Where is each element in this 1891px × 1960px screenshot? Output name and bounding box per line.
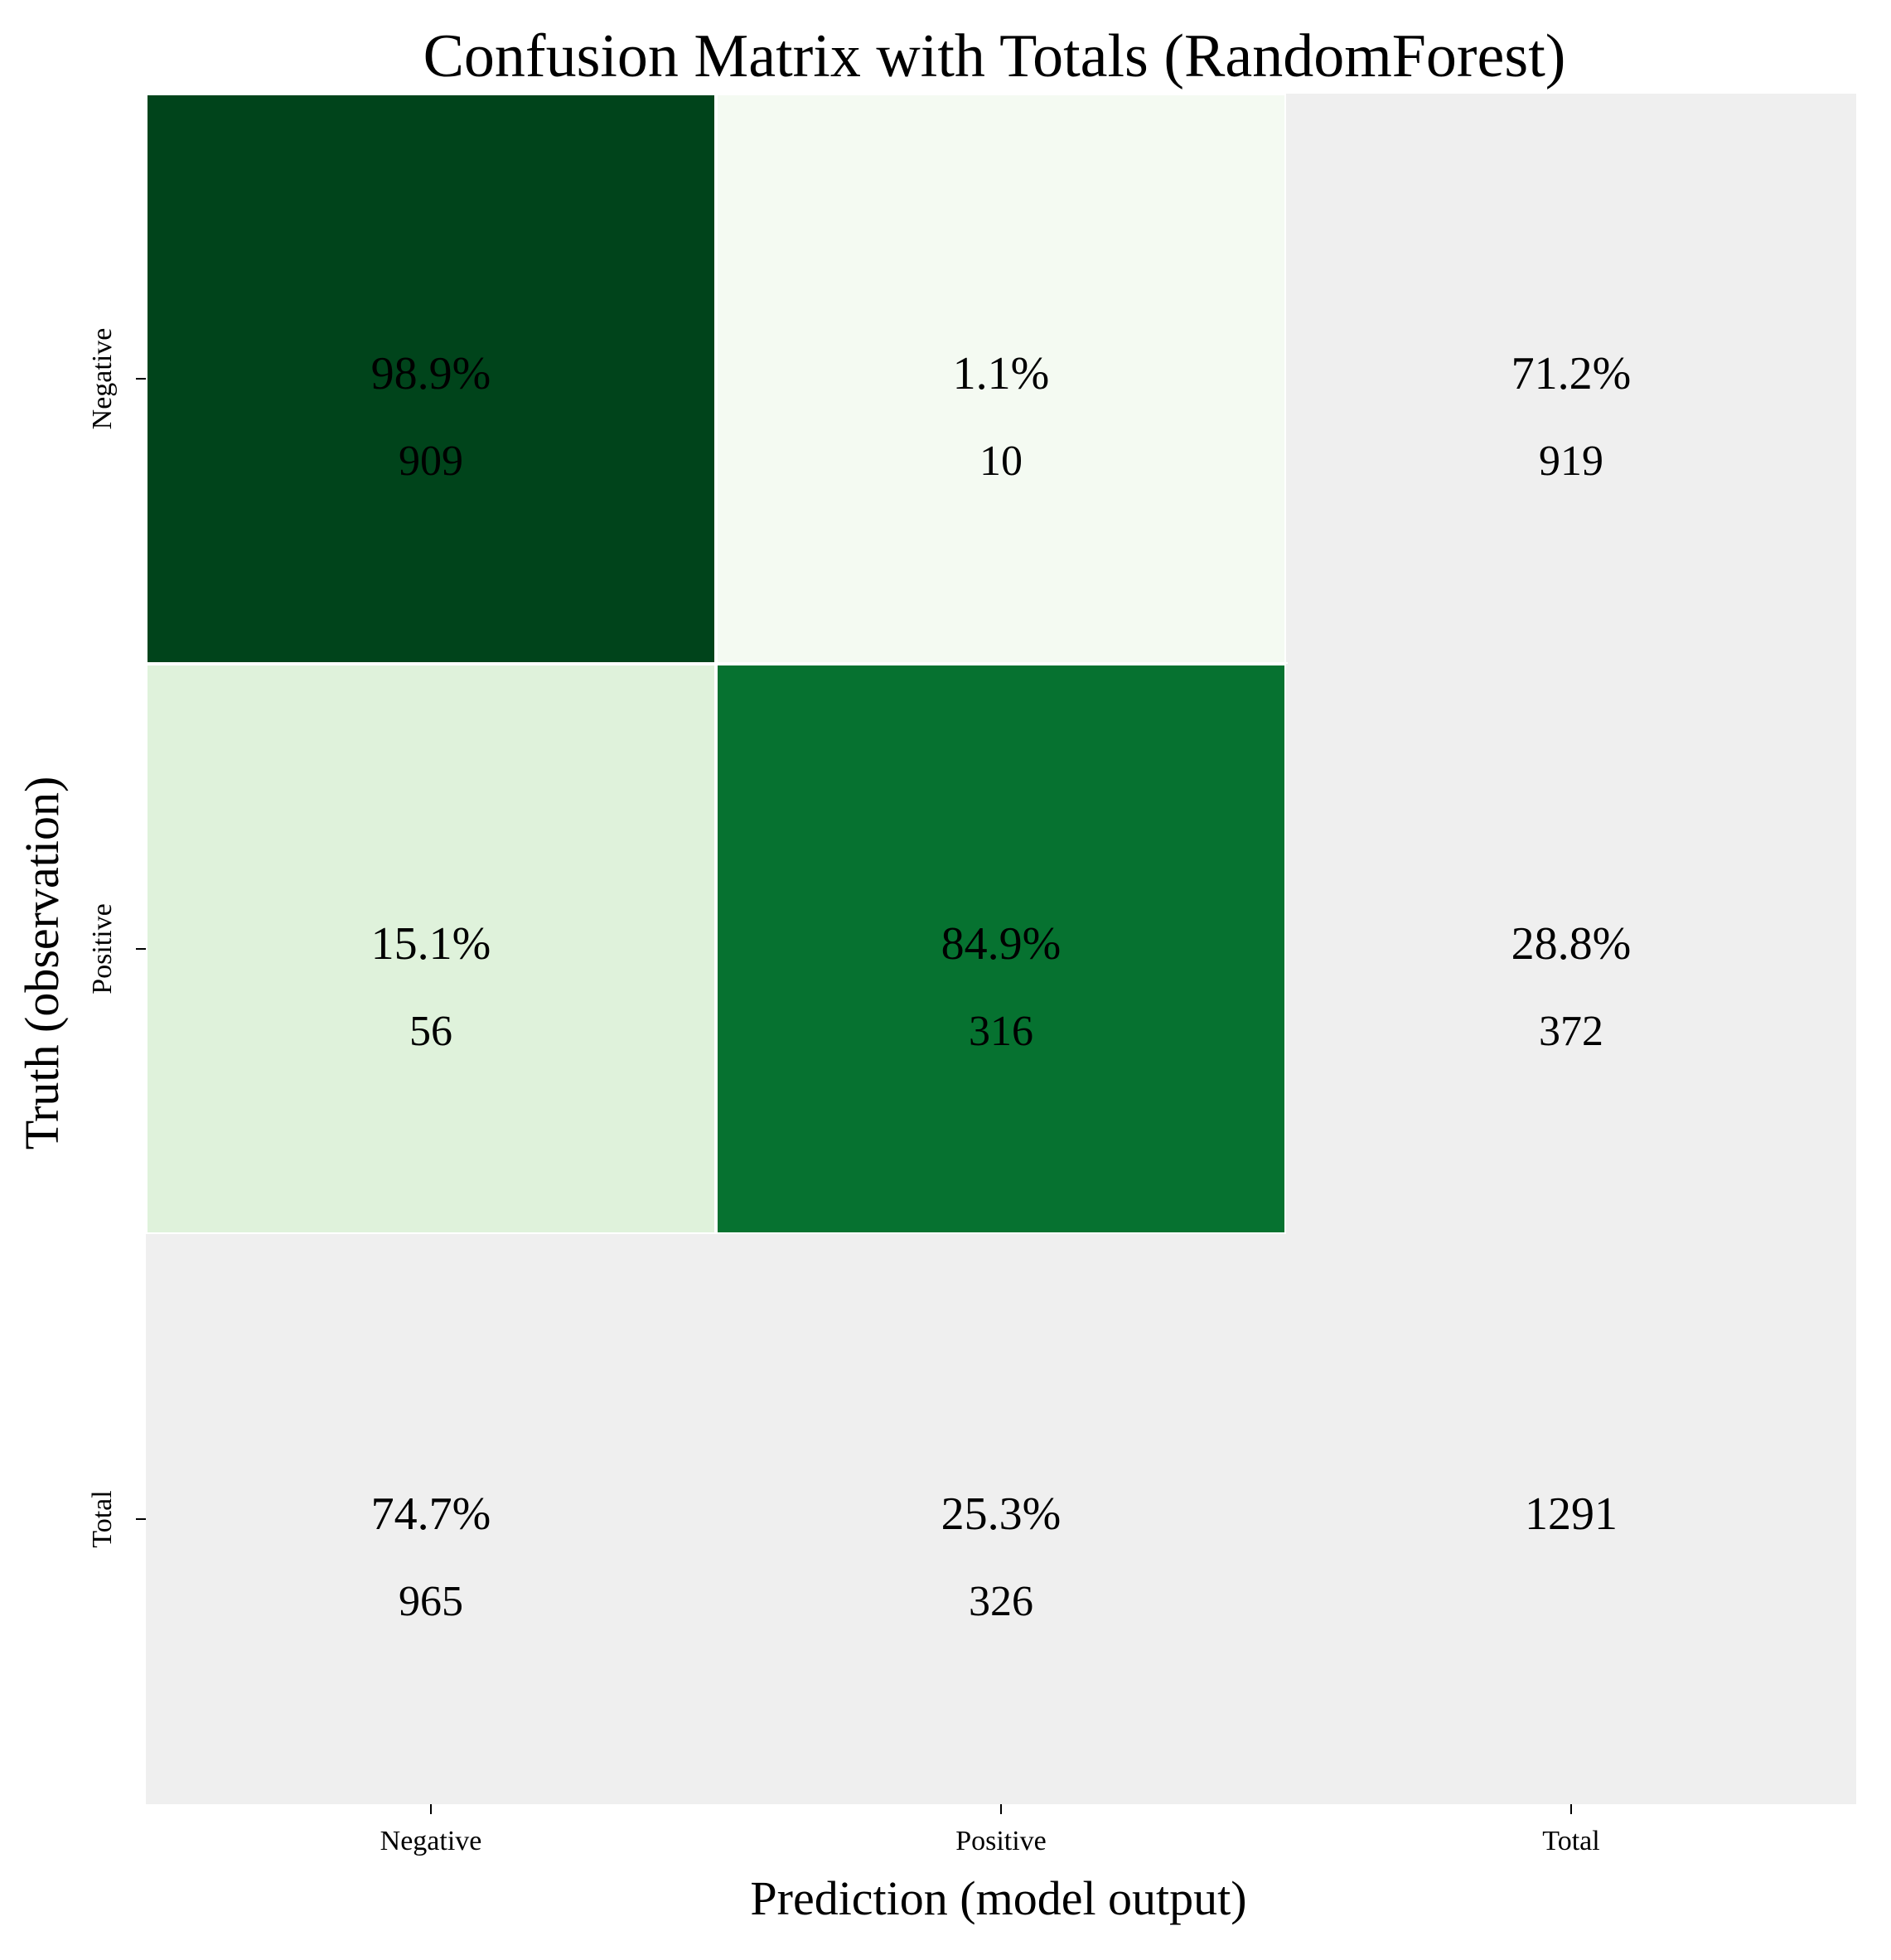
x-tick-label-positive: Positive <box>955 1826 1047 1856</box>
cell-percent-label: 71.2% <box>1511 348 1632 399</box>
chart-title: Confusion Matrix with Totals (RandomFore… <box>423 22 1566 90</box>
cell-percent-label: 74.7% <box>371 1488 491 1540</box>
cell-count-label: 316 <box>969 1008 1033 1055</box>
cell-positive-positive <box>714 662 1288 1236</box>
cell-percent-label: 98.9% <box>371 348 491 399</box>
cell-percent-label: 25.3% <box>941 1488 1062 1540</box>
cell-percent-label: 1291 <box>1525 1488 1618 1540</box>
y-axis-title: Truth (observation) <box>15 777 69 1150</box>
cell-total-total <box>1286 1234 1856 1804</box>
cell-negative-positive <box>714 92 1288 665</box>
y-tick-label-positive: Positive <box>87 903 118 995</box>
cell-percent-label: 15.1% <box>371 918 491 970</box>
cell-negative-negative <box>144 92 718 665</box>
cell-count-label: 326 <box>969 1578 1033 1625</box>
x-axis-title: Prediction (model output) <box>750 1871 1246 1925</box>
cell-total-negative <box>146 1234 716 1804</box>
y-tick-label-negative: Negative <box>87 328 118 430</box>
matrix-cells <box>144 92 1856 1804</box>
cell-percent-label: 28.8% <box>1511 918 1632 970</box>
y-tick-label-total: Total <box>87 1490 118 1547</box>
cell-percent-label: 1.1% <box>953 348 1050 399</box>
cell-positive-negative <box>144 662 718 1236</box>
x-tick-label-total: Total <box>1542 1826 1599 1856</box>
cell-count-label: 56 <box>409 1008 452 1055</box>
cell-count-label: 909 <box>399 438 463 485</box>
cell-count-label: 919 <box>1539 438 1603 485</box>
cell-count-label: 10 <box>979 438 1023 485</box>
x-tick-label-negative: Negative <box>380 1826 482 1856</box>
cell-count-label: 965 <box>399 1578 463 1625</box>
axis-ticks: Negative Positive Total Negative Positive Tot… <box>87 328 1600 1856</box>
cell-negative-total <box>1286 94 1856 664</box>
cell-positive-total <box>1286 664 1856 1234</box>
cell-total-positive <box>716 1234 1286 1804</box>
cell-percent-label: 84.9% <box>941 918 1062 970</box>
cell-count-label: 372 <box>1539 1008 1603 1055</box>
cell-labels: 98.9% 909 1.1% 10 71.2% 919 15.1% 56 84.9% 316 28.… <box>371 348 1632 1625</box>
